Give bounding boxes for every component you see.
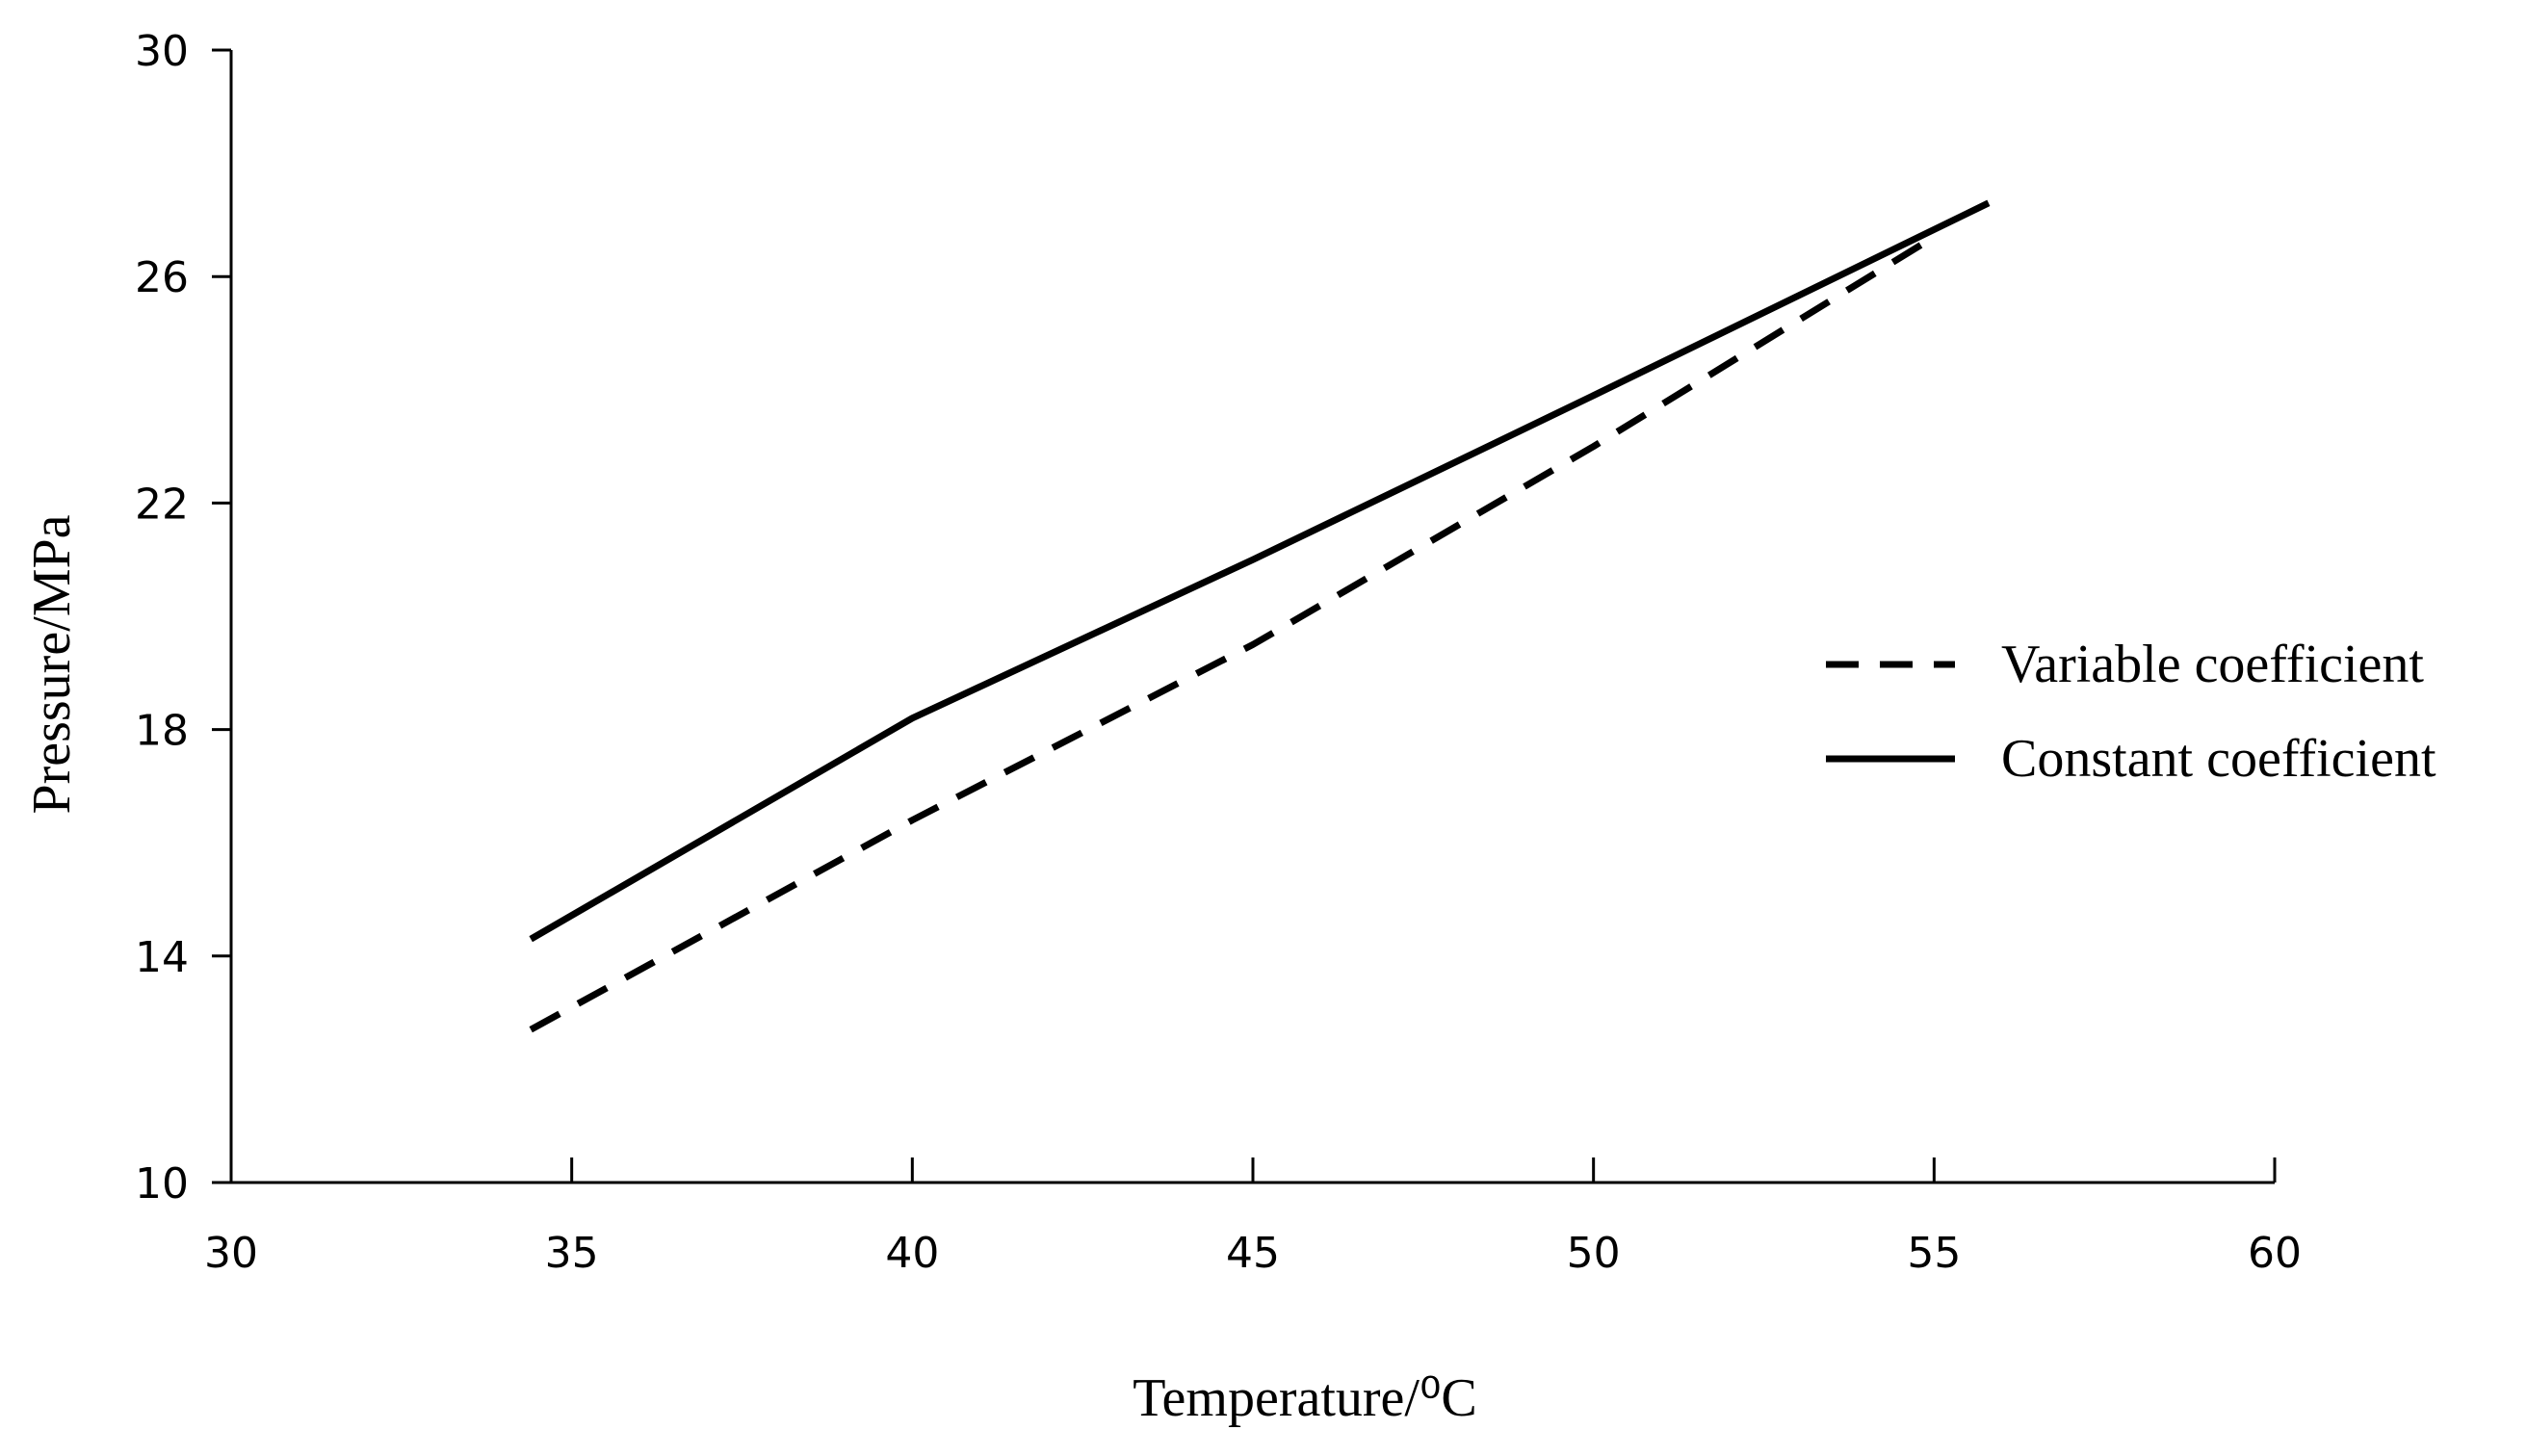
axes: 30 35 40 45 50 55 60 10 14 18 22 26 30 [135,27,2302,1278]
legend-label: Constant coefficient [2001,729,2436,789]
x-tick-label: 45 [1226,1229,1280,1278]
legend-label: Variable coefficient [2001,635,2424,694]
y-tick-label: 22 [135,480,189,529]
y-tick-label: 18 [135,707,189,756]
series-line-variable-coefficient [529,234,1937,1033]
y-tick-label: 10 [135,1159,189,1209]
y-tick-label: 30 [135,27,189,76]
x-tick-label: 35 [545,1229,599,1278]
x-tick-label: 55 [1907,1229,1961,1278]
y-axis-title: Pressure/MPa [22,514,82,814]
x-tick-label: 50 [1567,1229,1621,1278]
x-tick-label: 30 [204,1229,258,1278]
y-tick-label: 14 [135,933,189,982]
x-tick-label: 40 [885,1229,939,1278]
x-axis-title: Temperature/⁰C [1133,1368,1477,1428]
y-tick-label: 26 [135,253,189,302]
series-lines [529,199,1991,1033]
series-line-constant-coefficient [529,199,1991,943]
x-tick-label: 60 [2248,1229,2302,1278]
legend: Variable coefficient Constant coefficient [1826,635,2436,789]
